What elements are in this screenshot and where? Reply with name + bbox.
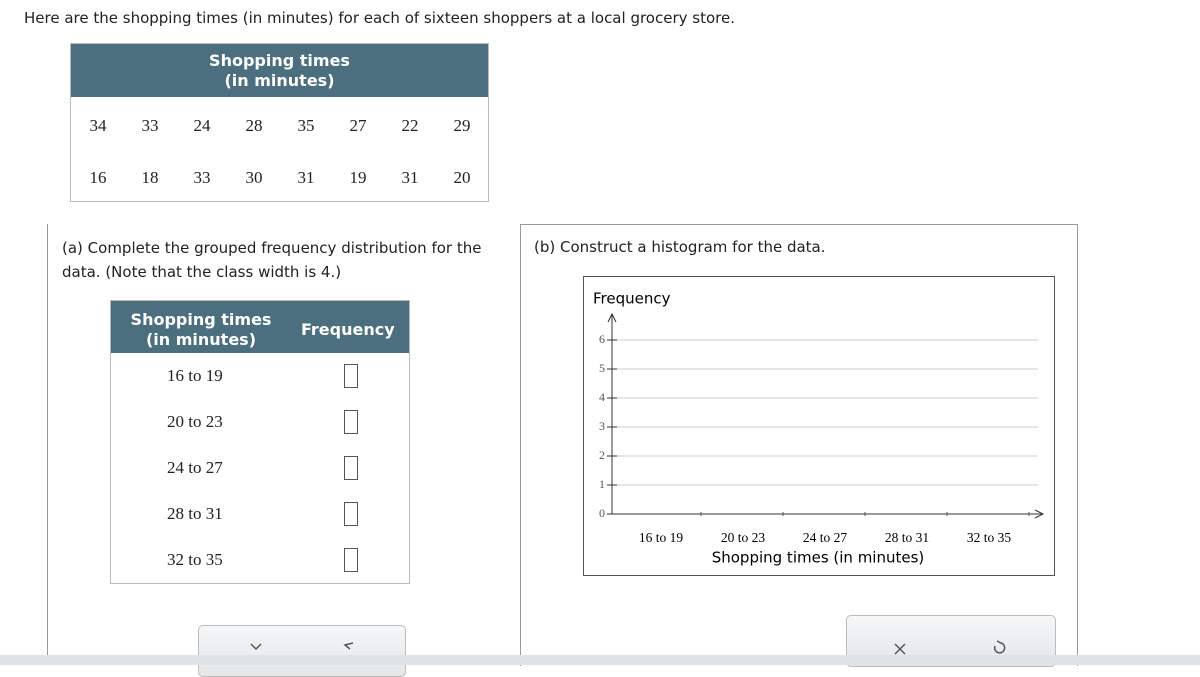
table-cell: 30 — [245, 168, 263, 187]
table-cell: 31 — [297, 168, 315, 187]
y-tick-label: 6 — [599, 332, 605, 346]
header-line: Shopping times — [209, 51, 350, 70]
x-tick-label: 20 to 23 — [721, 530, 766, 545]
freq-table: Shopping times (in minutes) Frequency 16 … — [110, 300, 410, 584]
table-cell: 18 — [141, 168, 159, 187]
frequency-header: Frequency — [301, 320, 395, 339]
frequency-input[interactable] — [344, 364, 358, 388]
freq-table-header: Shopping times (in minutes) Frequency — [111, 301, 409, 353]
y-tick-label: 0 — [599, 506, 605, 520]
histogram-frame — [583, 276, 1055, 576]
x-tick-label: 24 to 27 — [803, 530, 848, 545]
x-tick-label: 32 to 35 — [967, 530, 1012, 545]
histogram[interactable]: Frequency Shopping times (in minutes) 0 1… — [583, 276, 1056, 577]
class-label: 16 to 19 — [167, 366, 223, 385]
y-tick-label: 4 — [599, 390, 605, 404]
table-header: Shopping times (in minutes) — [71, 44, 488, 97]
table-cell: 22 — [401, 116, 419, 135]
frequency-input[interactable] — [344, 502, 358, 526]
y-axis-label: Frequency — [593, 290, 671, 308]
divider — [47, 224, 48, 665]
frequency-input[interactable] — [344, 548, 358, 572]
table-cell: 24 — [193, 116, 211, 135]
y-tick-label: 3 — [599, 419, 605, 433]
table-cell: 35 — [297, 116, 315, 135]
part-b-panel — [520, 224, 1078, 666]
y-tick-label: 2 — [599, 448, 605, 462]
frequency-input[interactable] — [344, 410, 358, 434]
y-tick-label: 1 — [599, 477, 605, 491]
class-label: 24 to 27 — [167, 458, 223, 477]
table-cell: 20 — [453, 168, 471, 187]
table-cell: 28 — [245, 116, 263, 135]
table-cell: 19 — [349, 168, 367, 187]
intro: Here are the shopping times (in minutes)… — [24, 9, 735, 27]
class-label: 20 to 23 — [167, 412, 223, 431]
x-tick-label: 16 to 19 — [639, 530, 684, 545]
part-a-prompt: (a) Complete the grouped frequency distr… — [62, 239, 482, 281]
check-button[interactable] — [198, 625, 406, 677]
header-line: (in minutes) — [224, 71, 335, 90]
frequency-input[interactable] — [344, 456, 358, 480]
table-cell: 33 — [141, 116, 159, 135]
x-arrow — [1034, 509, 1045, 519]
table-cell: 34 — [89, 116, 107, 135]
table-cell: 16 — [89, 168, 107, 187]
header-line: Shopping times — [130, 310, 272, 329]
y-arrow — [607, 312, 617, 323]
part-b-prompt: (b) Construct a histogram for the data. — [534, 238, 826, 256]
x-tick-label: 28 to 31 — [885, 530, 929, 545]
class-label: 32 to 35 — [167, 550, 223, 569]
class-label: 28 to 31 — [167, 504, 223, 523]
y-tick-label: 5 — [599, 361, 605, 375]
table-cell: 29 — [453, 116, 471, 135]
data-table: Shopping times (in minutes) 34 33 24 28 35 27… — [70, 43, 489, 202]
class-header: Shopping times (in minutes) — [121, 310, 281, 350]
table-cell: 27 — [349, 116, 367, 135]
table-cell: 33 — [193, 168, 211, 187]
header-line: (in minutes) — [145, 330, 257, 349]
x-axis-label: Shopping times (in minutes) — [712, 549, 925, 567]
footer-bar — [0, 655, 1200, 665]
table-cell: 31 — [401, 168, 419, 187]
